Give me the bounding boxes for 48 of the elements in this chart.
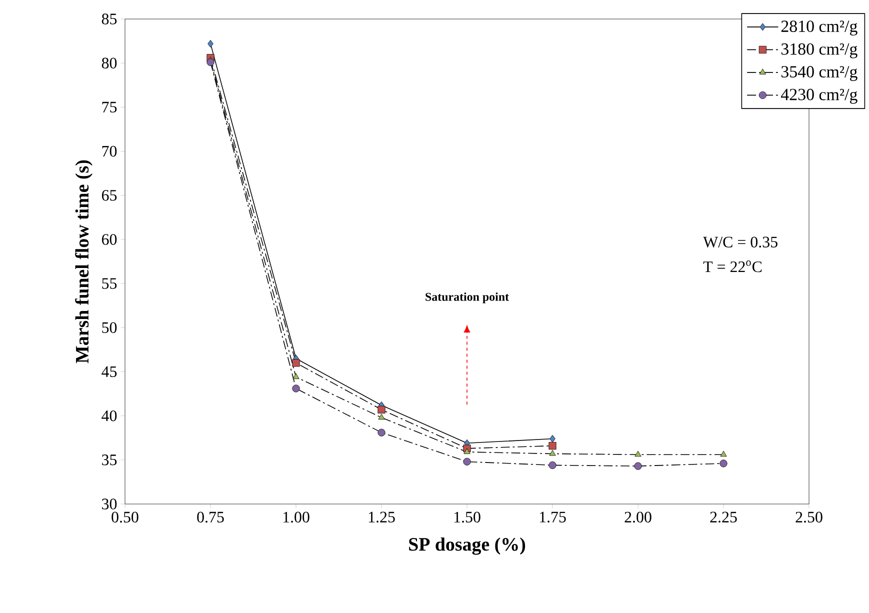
annotation: T = 22$^{o}$C	[703, 260, 762, 272]
x-tick-label: 2.50	[796, 512, 822, 523]
x-tick-label: 1.00	[283, 512, 310, 523]
y-tick-label: 75	[102, 102, 117, 112]
point	[292, 384, 300, 392]
point	[548, 461, 556, 469]
x-tick-label: 2.00	[624, 512, 652, 523]
point	[550, 434, 556, 443]
point	[463, 458, 471, 466]
y-tick-label: 45	[102, 366, 117, 378]
point	[548, 442, 556, 450]
point	[208, 40, 214, 48]
x-axis-title: SP dosage (%)	[409, 537, 526, 555]
legend-label: 2810 cm²/g	[781, 20, 858, 36]
y-tick-label: 65	[102, 190, 117, 201]
x-tick-label: 0.50	[112, 512, 138, 523]
y-tick-label: 60	[102, 234, 117, 245]
point	[549, 450, 556, 456]
x-tick-label: 1.75	[540, 512, 566, 523]
point	[378, 414, 385, 420]
point	[720, 450, 727, 457]
x-tick-label: 2.25	[710, 512, 737, 523]
y-tick-label: 85	[102, 14, 117, 24]
annotation: W/C = 0.35	[703, 236, 778, 248]
point	[720, 460, 728, 468]
y-tick-label: 80	[102, 58, 117, 68]
y-axis-title: Marsh funel flow time (s)	[75, 160, 92, 364]
x-tick-label: 1.25	[368, 512, 395, 523]
point	[378, 428, 386, 436]
x-tick-label: 1.50	[454, 512, 480, 523]
y-tick-label: 40	[102, 410, 117, 422]
y-tick-label: 35	[102, 454, 117, 466]
point	[292, 373, 300, 380]
point	[634, 462, 642, 470]
y-tick-label: 55	[102, 278, 117, 289]
y-tick-label: 50	[102, 322, 117, 334]
point	[378, 406, 386, 414]
y-tick-label: 30	[102, 498, 117, 510]
annotation: Saturation point	[426, 292, 509, 304]
point	[464, 448, 470, 454]
legend-label: 4230 cm²/g	[780, 88, 858, 104]
point	[634, 450, 642, 457]
legend-label: 3180 cm²/g	[781, 43, 858, 58]
y-tick-label: 70	[102, 146, 117, 157]
legend-label: 3540 cm²/g	[781, 66, 858, 81]
x-tick-label: 0.75	[197, 512, 224, 523]
point	[292, 359, 300, 367]
point	[206, 58, 214, 66]
